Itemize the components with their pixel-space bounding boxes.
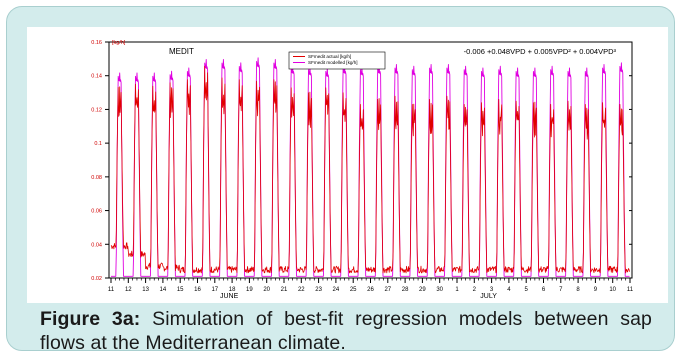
y-tick-label: 0.08 <box>91 175 102 181</box>
y-tick-label: 0.04 <box>91 242 102 248</box>
x-tick-label: 21 <box>281 287 288 293</box>
x-tick-label: 11 <box>108 287 115 293</box>
figure-caption-text: Simulation of best-fit regression models… <box>40 308 653 354</box>
x-tick-label: 16 <box>194 287 201 293</box>
x-tick-label: 15 <box>177 287 184 293</box>
month-label: JULY <box>480 293 497 300</box>
y-tick-label: 0.12 <box>91 107 102 113</box>
x-tick-label: 27 <box>384 287 391 293</box>
series-line-actual <box>110 65 630 274</box>
x-tick-label: 18 <box>229 287 236 293</box>
x-tick-label: 7 <box>559 287 563 293</box>
x-tick-label: 30 <box>436 287 443 293</box>
legend-box <box>288 51 386 70</box>
x-tick-label: 29 <box>419 287 426 293</box>
x-tick-label: 13 <box>142 287 149 293</box>
x-tick-label: 1 <box>455 287 459 293</box>
x-tick-label: 4 <box>507 287 511 293</box>
regression-equation: -0.006 +0.048VPD + 0.005VPD² + 0.004VPD³ <box>464 47 617 56</box>
x-tick-label: 10 <box>609 287 616 293</box>
legend-entry: SFmedit modelled [kg/h] <box>308 60 358 65</box>
series-line-modelled <box>111 57 630 277</box>
x-tick-label: 20 <box>263 287 270 293</box>
x-tick-label: 17 <box>211 287 218 293</box>
x-tick-label: 5 <box>525 287 529 293</box>
sap-flow-chart: 0.020.040.060.080.10.120.140.16 [kg/h]11 1… <box>27 27 668 303</box>
x-tick-label: 6 <box>542 287 546 293</box>
x-tick-label: 11 <box>627 287 634 293</box>
x-tick-label: 23 <box>315 287 322 293</box>
x-tick-label: 12 <box>125 287 132 293</box>
y-tick-label: 0.16 <box>91 40 102 46</box>
x-tick-label: 26 <box>367 287 374 293</box>
figure-frame: 0.02 0.04 0.06 0.08 0.1 0.12 0.14 0.16 [kg/h] 11 1… <box>6 6 675 354</box>
x-tick-label: 3 <box>490 287 494 293</box>
chart-title: MEDIT <box>169 47 194 56</box>
x-tick-label: 2 <box>473 287 477 293</box>
y-tick-label: 0.14 <box>91 74 102 80</box>
legend-entry: SFmedit actual [kg/h] <box>308 54 351 59</box>
y-tick-label: 0.02 <box>91 276 102 282</box>
x-tick-label: 8 <box>576 287 580 293</box>
y-tick-label: 0.06 <box>91 209 102 215</box>
figure-caption: Figure 3a: Simulation of best-fit regres… <box>40 307 652 355</box>
figure-label: Figure 3a: <box>40 308 141 330</box>
x-tick-label: 24 <box>333 287 340 293</box>
x-tick-label: 9 <box>594 287 598 293</box>
x-tick-label: 25 <box>350 287 357 293</box>
x-tick-label: 14 <box>160 287 167 293</box>
x-tick-label: 19 <box>246 287 253 293</box>
chart-panel: 0.02 0.04 0.06 0.08 0.1 0.12 0.14 0.16 [kg/h] 11 1… <box>27 27 668 303</box>
month-label: JUNE <box>220 293 239 300</box>
x-tick-label: 22 <box>298 287 305 293</box>
x-tick-label: 28 <box>402 287 409 293</box>
y-axis-label: [kg/h] <box>112 40 126 46</box>
y-tick-label: 0.1 <box>94 141 102 147</box>
